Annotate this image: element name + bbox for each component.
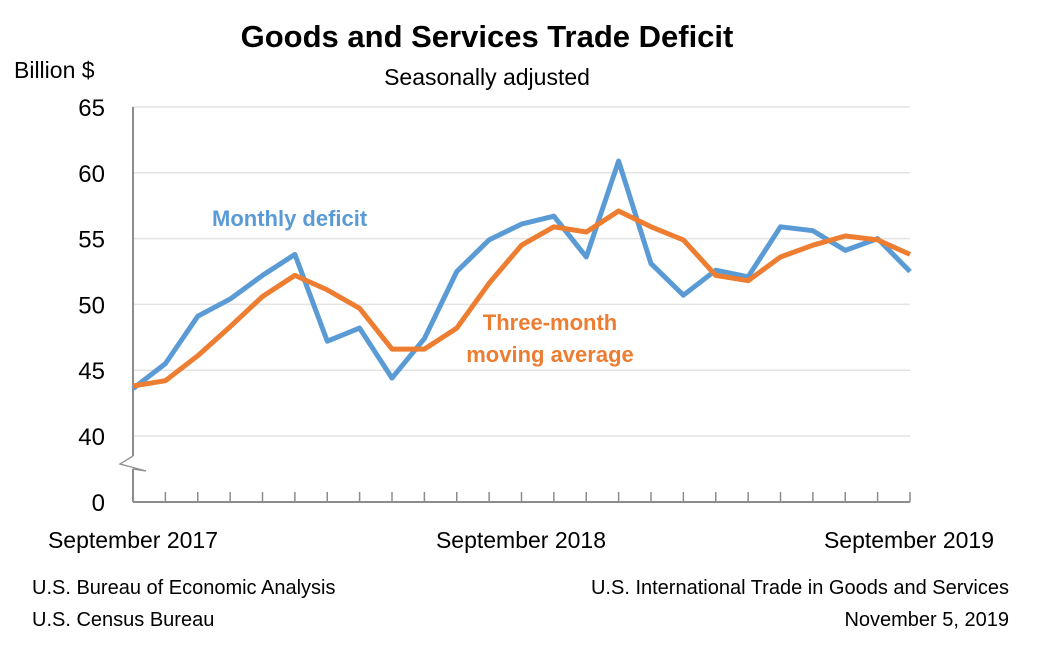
y-tick-label: 0 [92, 490, 105, 517]
series-label-average-line1: Three-month [483, 310, 617, 335]
y-tick-label: 45 [78, 358, 105, 385]
footer-release: U.S. International Trade in Goods and Se… [591, 577, 1009, 599]
x-tick-label-2: September 2019 [824, 527, 994, 553]
chart-title: Goods and Services Trade Deficit [241, 19, 734, 54]
footer-date: November 5, 2019 [844, 609, 1009, 631]
y-axis-label: Billion $ [14, 57, 95, 83]
series-label-monthly: Monthly deficit [212, 206, 368, 231]
x-tick-label-0: September 2017 [48, 527, 218, 553]
y-tick-label: 65 [78, 95, 105, 122]
footer-source-2: U.S. Census Bureau [32, 609, 214, 631]
series-label-average-line2: moving average [466, 342, 634, 367]
x-tick-label-1: September 2018 [436, 527, 606, 553]
y-tick-label: 60 [78, 161, 105, 188]
y-axis-break [118, 455, 147, 472]
y-tick-label: 50 [78, 292, 105, 319]
footer-source-1: U.S. Bureau of Economic Analysis [32, 577, 335, 599]
y-tick-label: 55 [78, 227, 105, 254]
y-tick-label: 40 [78, 424, 105, 451]
chart-subtitle: Seasonally adjusted [384, 64, 590, 90]
